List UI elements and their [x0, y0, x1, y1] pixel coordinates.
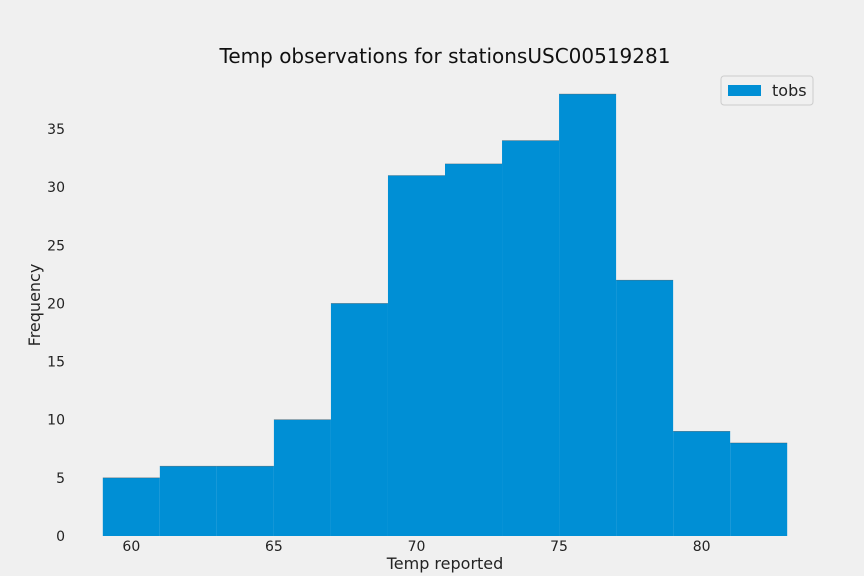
y-tick-label-1: 5 — [56, 471, 65, 487]
y-tick-label-0: 0 — [56, 529, 65, 545]
x-tick-label-3: 75 — [550, 539, 568, 555]
legend-swatch — [728, 85, 761, 96]
y-tick-label-4: 20 — [47, 296, 65, 312]
x-axis-ticks: 60 65 70 75 80 — [122, 539, 710, 555]
x-axis-label: Temp reported — [386, 554, 504, 573]
histogram-bar-3 — [273, 419, 331, 536]
histogram-bar-2 — [216, 466, 274, 536]
x-tick-label-2: 70 — [408, 539, 426, 555]
histogram-bars — [102, 93, 788, 537]
histogram-bar-1 — [159, 466, 217, 536]
y-axis-ticks: 0 5 10 15 20 25 30 35 — [47, 122, 65, 545]
histogram-bar-5 — [387, 175, 445, 536]
histogram-bar-4 — [330, 303, 388, 536]
histogram-bar-7 — [502, 140, 560, 537]
histogram-bar-10 — [673, 431, 731, 536]
histogram-bar-6 — [445, 163, 503, 536]
legend-box — [720, 75, 814, 106]
legend-label: tobs — [772, 81, 807, 100]
x-tick-label-1: 65 — [265, 539, 283, 555]
histogram-bar-8 — [559, 94, 617, 536]
y-tick-label-6: 30 — [47, 180, 65, 196]
y-tick-label-5: 25 — [47, 238, 65, 254]
x-tick-label-4: 80 — [693, 539, 711, 555]
y-tick-label-3: 15 — [47, 355, 65, 371]
histogram-bar-0 — [102, 477, 160, 536]
y-axis-label: Frequency — [25, 264, 44, 347]
y-tick-label-7: 35 — [47, 122, 65, 138]
legend: tobs — [720, 75, 814, 106]
histogram-bar-11 — [730, 442, 788, 536]
chart-title: Temp observations for stationsUSC0051928… — [219, 44, 671, 68]
y-tick-label-2: 10 — [47, 413, 65, 429]
histogram-bar-9 — [616, 280, 674, 536]
x-tick-label-0: 60 — [122, 539, 140, 555]
